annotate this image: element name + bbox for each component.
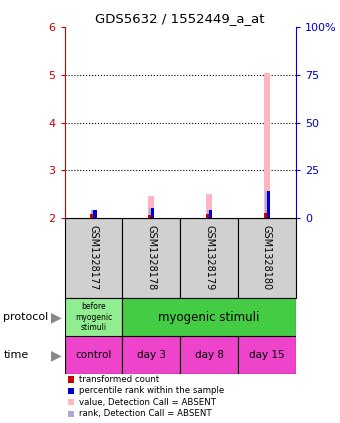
Text: day 15: day 15 bbox=[249, 350, 285, 360]
Text: ▶: ▶ bbox=[51, 348, 62, 363]
Bar bbox=[209, 210, 212, 218]
Bar bbox=[90, 214, 97, 218]
Text: before
myogenic
stimuli: before myogenic stimuli bbox=[75, 302, 112, 332]
Text: GSM1328178: GSM1328178 bbox=[146, 225, 156, 291]
Text: myogenic stimuli: myogenic stimuli bbox=[158, 311, 260, 324]
Bar bbox=[180, 336, 238, 374]
Bar bbox=[94, 210, 97, 218]
Text: control: control bbox=[75, 350, 112, 360]
Text: value, Detection Call = ABSENT: value, Detection Call = ABSENT bbox=[79, 398, 216, 407]
Text: percentile rank within the sample: percentile rank within the sample bbox=[79, 386, 224, 396]
Text: transformed count: transformed count bbox=[79, 375, 159, 384]
Bar bbox=[65, 298, 122, 336]
Text: protocol: protocol bbox=[3, 312, 49, 322]
Text: rank, Detection Call = ABSENT: rank, Detection Call = ABSENT bbox=[79, 409, 212, 418]
Bar bbox=[265, 191, 269, 218]
Text: time: time bbox=[3, 350, 29, 360]
Bar bbox=[65, 218, 122, 298]
Bar bbox=[267, 191, 270, 218]
Title: GDS5632 / 1552449_a_at: GDS5632 / 1552449_a_at bbox=[96, 12, 265, 25]
Bar bbox=[122, 298, 296, 336]
Bar bbox=[206, 194, 212, 218]
Text: day 3: day 3 bbox=[137, 350, 166, 360]
Bar bbox=[149, 209, 153, 218]
Bar bbox=[65, 336, 122, 374]
Bar bbox=[206, 214, 209, 218]
Bar bbox=[264, 73, 270, 218]
Bar bbox=[122, 218, 180, 298]
Bar bbox=[207, 210, 211, 218]
Bar bbox=[91, 210, 96, 218]
Bar bbox=[180, 218, 238, 298]
Bar bbox=[148, 214, 152, 218]
Bar bbox=[90, 214, 94, 218]
Text: GSM1328180: GSM1328180 bbox=[262, 225, 272, 291]
Bar bbox=[264, 213, 267, 218]
Text: ▶: ▶ bbox=[51, 310, 62, 324]
Bar bbox=[151, 209, 154, 218]
Text: day 8: day 8 bbox=[194, 350, 224, 360]
Bar bbox=[122, 336, 180, 374]
Bar bbox=[238, 218, 296, 298]
Text: GSM1328179: GSM1328179 bbox=[204, 225, 214, 291]
Bar bbox=[238, 336, 296, 374]
Bar bbox=[148, 196, 154, 218]
Text: GSM1328177: GSM1328177 bbox=[88, 225, 99, 291]
